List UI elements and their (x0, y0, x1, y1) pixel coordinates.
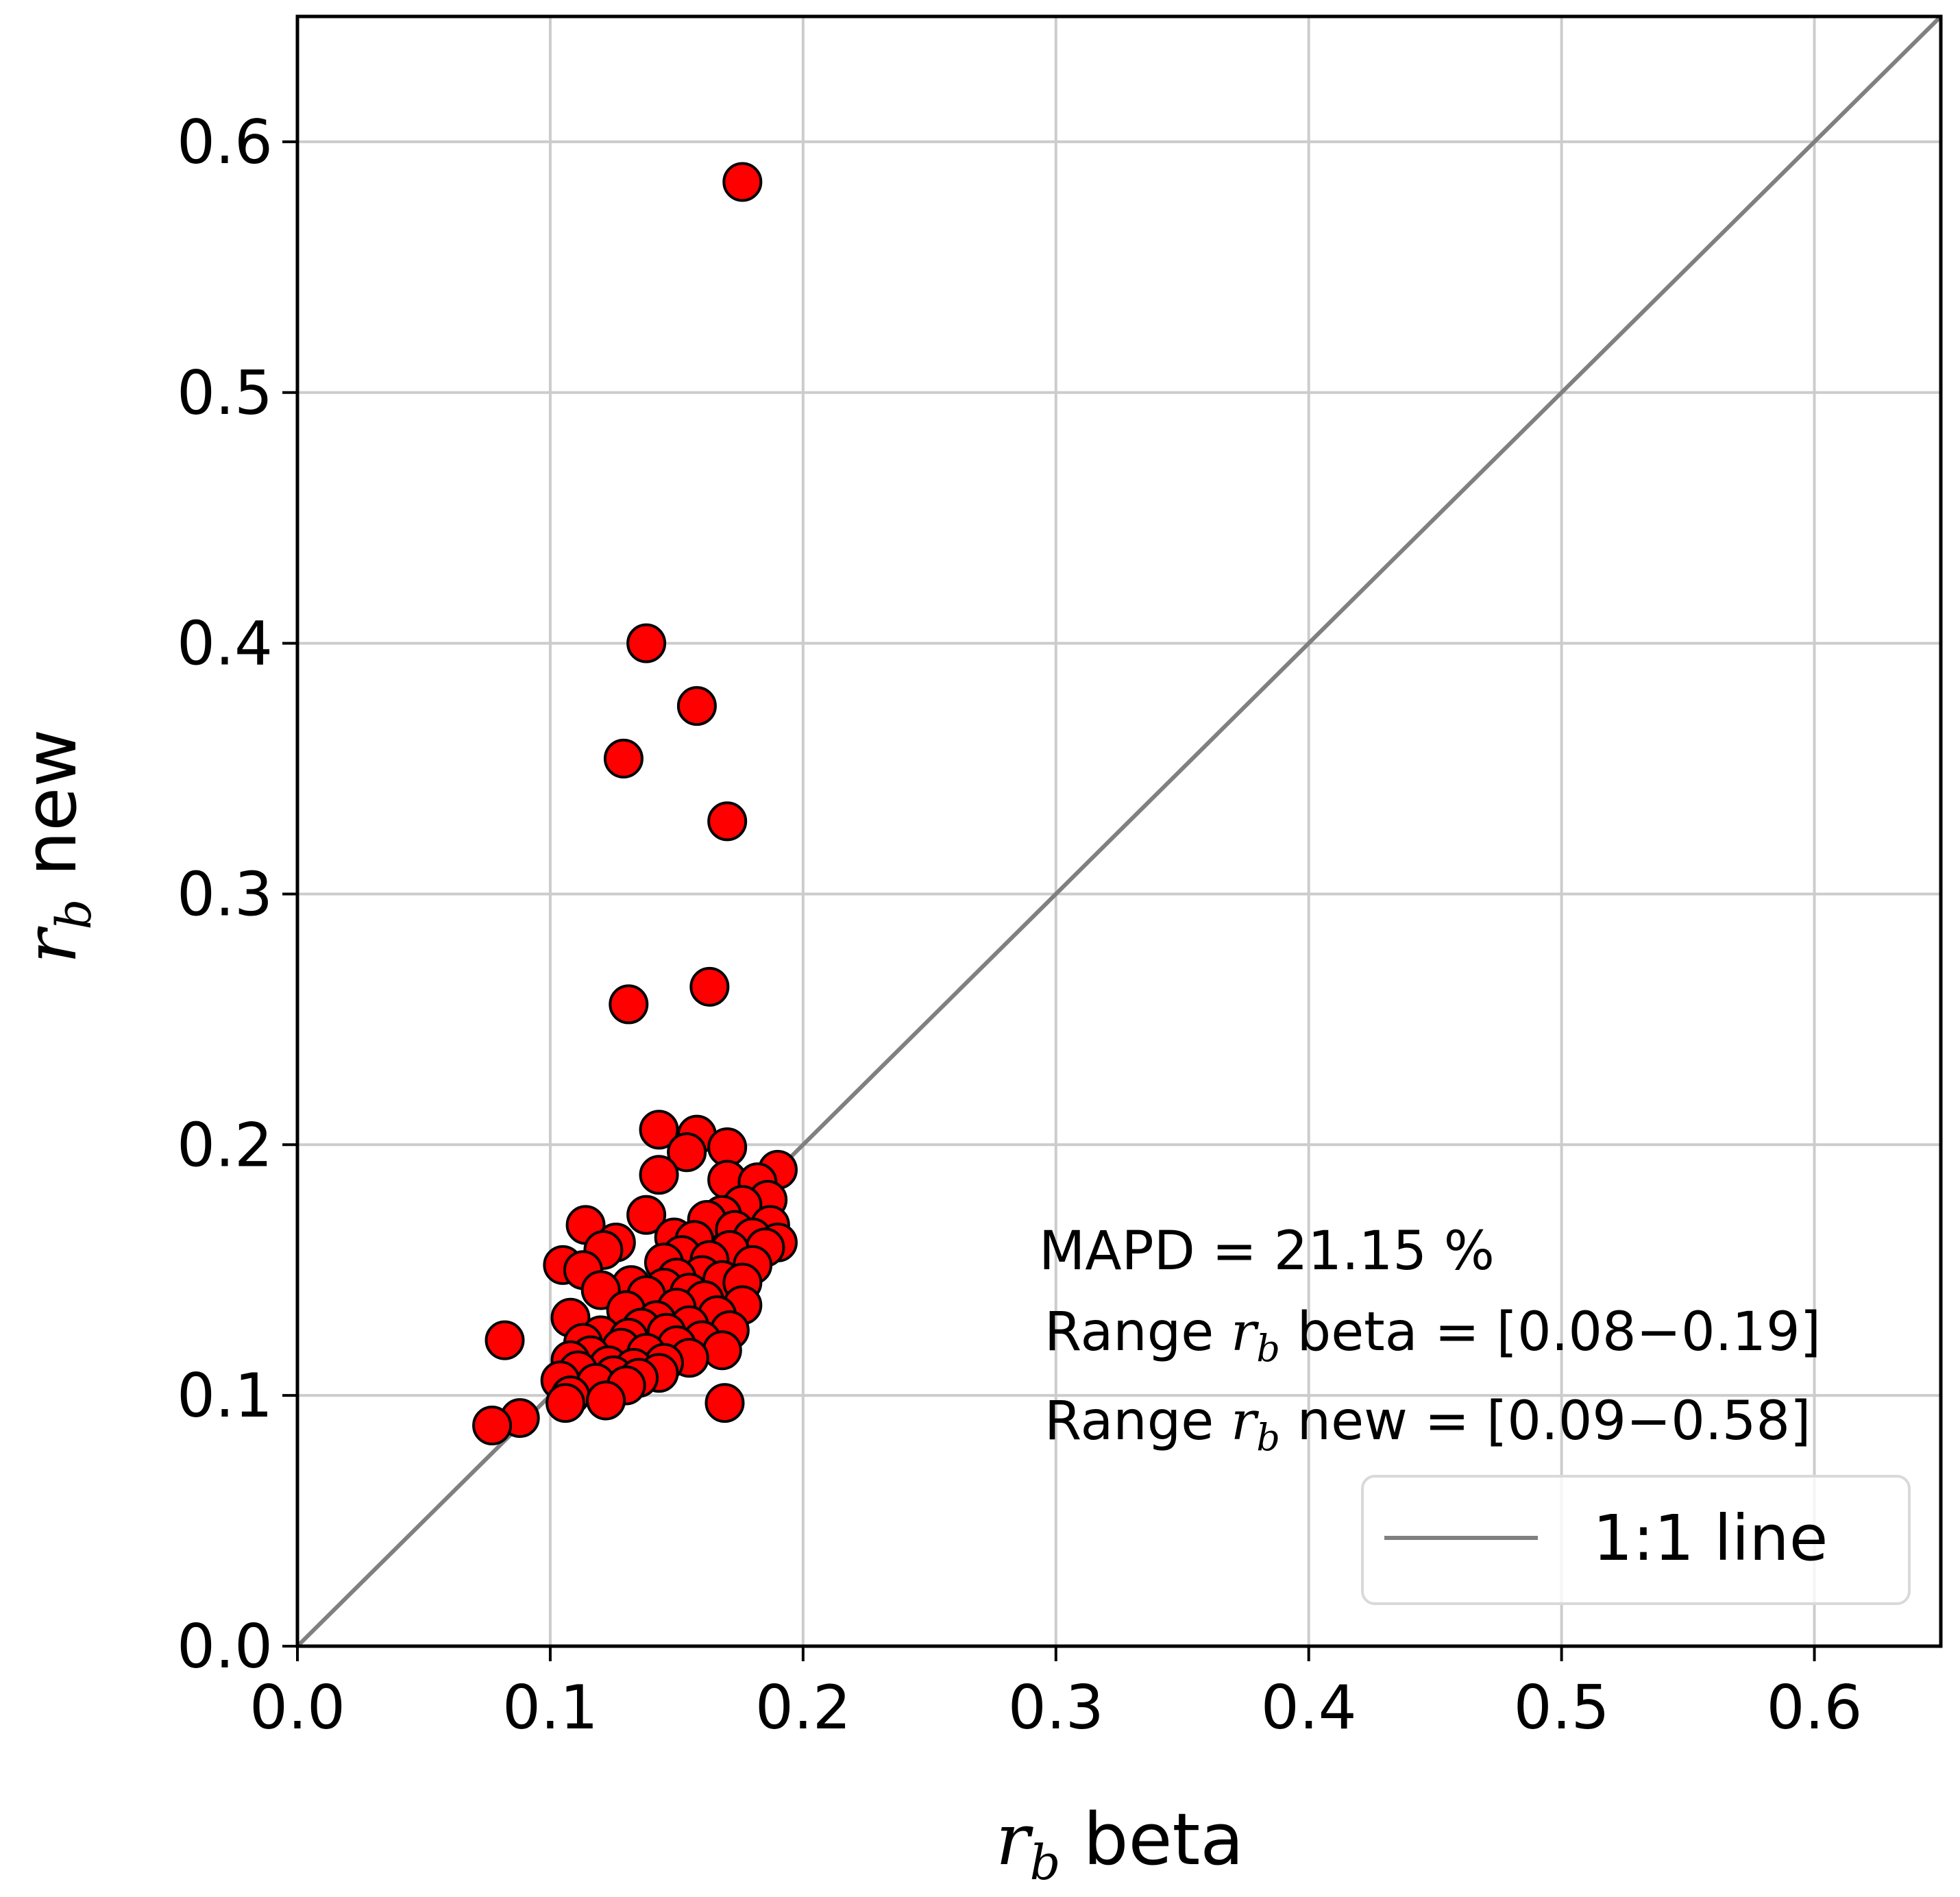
scatter-point (676, 686, 717, 726)
x-tick-label: 0.4 (1261, 1672, 1357, 1743)
x-tick-label: 0.5 (1514, 1672, 1610, 1743)
scatter-point (639, 1110, 679, 1150)
scatter-point (702, 1330, 742, 1371)
x-tick-label: 0.2 (755, 1672, 851, 1743)
scatter-point (546, 1383, 586, 1423)
scatter-point (707, 801, 748, 842)
y-tick-label: 0.3 (177, 859, 273, 929)
scatter-point (626, 623, 667, 663)
scatter-point (722, 162, 763, 202)
y-tick-label: 0.5 (177, 358, 273, 428)
scatter-point (626, 1195, 667, 1235)
x-tick-label: 0.3 (1008, 1672, 1104, 1743)
scatter-point (689, 966, 730, 1007)
range-beta-annotation: Range rb beta = [0.08−0.19] (1044, 1301, 1821, 1370)
x-axis-label: rb beta (996, 1798, 1244, 1891)
x-tick-label: 0.6 (1767, 1672, 1863, 1743)
y-tick-label: 0.6 (177, 107, 273, 178)
y-tick-label: 0.1 (177, 1360, 273, 1431)
scatter-point (705, 1383, 745, 1423)
y-tick-label: 0.4 (177, 609, 273, 679)
scatter-points (472, 162, 798, 1446)
y-tick-label: 0.0 (177, 1611, 273, 1682)
scatter-point (609, 984, 649, 1025)
scatter-point (639, 1155, 679, 1195)
legend-label-one-to-one: 1:1 line (1593, 1502, 1828, 1575)
legend: 1:1 line (1361, 1475, 1911, 1605)
y-axis-label: rb new (9, 729, 102, 964)
scatter-point (586, 1380, 626, 1421)
grid-lines (296, 16, 1941, 1648)
scatter-point (472, 1406, 513, 1446)
axis-ticks: 0.0 0.1 0.2 0.3 0.4 0.5 0.6 0.0 0.1 0.2 0.3 0.4 0.5 0… (177, 107, 1862, 1743)
x-tick-label: 0.0 (249, 1672, 345, 1743)
mapd-annotation: MAPD = 21.15 % (1039, 1221, 1495, 1282)
scatter-point (603, 738, 644, 779)
scatter-point (485, 1320, 525, 1360)
plot-frame (295, 14, 1943, 1648)
scatter-point (667, 1132, 707, 1173)
legend-box (1361, 1475, 1911, 1605)
y-tick-label: 0.2 (177, 1110, 273, 1180)
x-tick-label: 0.1 (502, 1672, 598, 1743)
range-new-annotation: Range rb new = [0.09−0.58] (1044, 1391, 1811, 1459)
